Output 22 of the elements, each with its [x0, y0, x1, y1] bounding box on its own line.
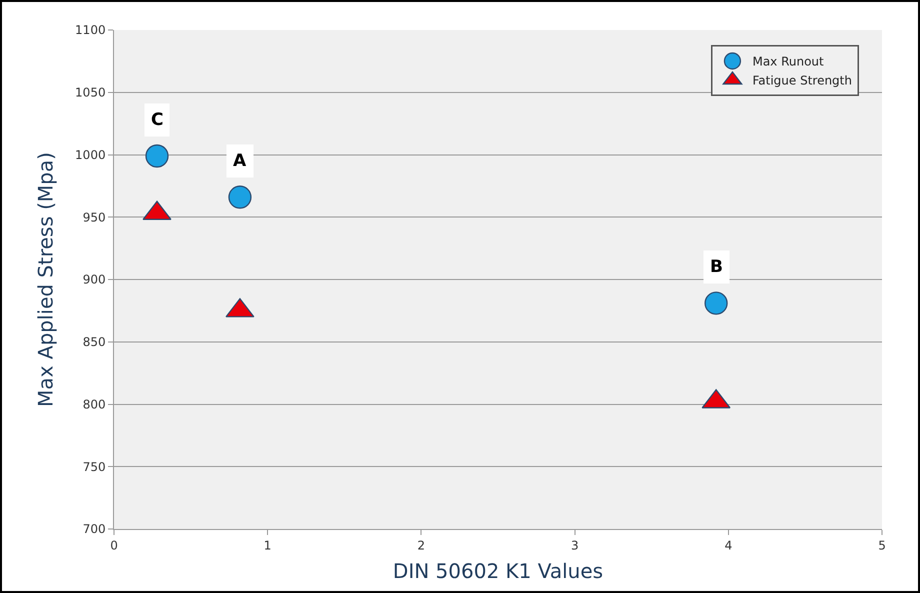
y-tick-label: 800 [82, 397, 106, 412]
x-tick-label: 3 [570, 538, 579, 552]
y-axis-title: Max Applied Stress (Mpa) [34, 152, 58, 407]
y-tick-label: 950 [82, 210, 106, 224]
y-tick-label: 1100 [75, 23, 106, 38]
legend-label: Max Runout [752, 54, 824, 69]
y-tick-label: 850 [82, 335, 106, 350]
annotation: A [233, 151, 247, 171]
x-tick-label: 2 [417, 538, 426, 552]
y-tick-label: 900 [82, 272, 106, 287]
y-tick-label: 700 [82, 522, 106, 536]
legend-label: Fatigue Strength [752, 74, 852, 88]
y-tick-label: 750 [82, 460, 106, 474]
x-tick-label: 5 [878, 538, 886, 552]
x-tick-label: 1 [264, 538, 272, 552]
x-tick-label: 4 [724, 538, 732, 552]
annotation: B [710, 257, 723, 277]
x-tick-label: 0 [110, 538, 118, 552]
y-tick-label: 1050 [75, 86, 106, 100]
x-axis-title: DIN 50602 K1 Values [392, 558, 604, 583]
y-tick-label: 1000 [75, 148, 106, 162]
annotation: C [151, 110, 164, 130]
